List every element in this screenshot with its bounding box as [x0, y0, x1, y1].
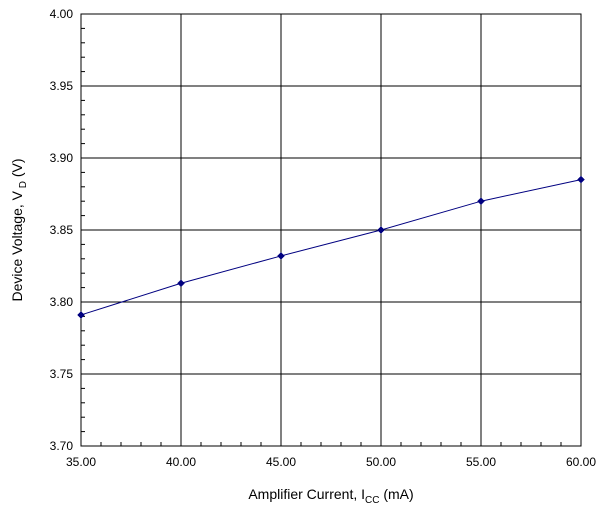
x-tick-label: 55.00: [466, 455, 496, 469]
x-tick-label: 35.00: [66, 455, 96, 469]
series-line: [80, 179, 582, 316]
y-tick-label: 3.85: [50, 223, 74, 237]
data-point: [177, 279, 185, 288]
x-axis-title: Amplifier Current, ICC (mA): [248, 486, 413, 506]
data-point: [377, 226, 385, 234]
y-tick-label: 3.95: [50, 79, 74, 93]
y-tick-label: 3.90: [50, 151, 74, 165]
plot-area: [80, 13, 582, 447]
y-axis-title-unit: (V): [9, 158, 25, 181]
grid: [80, 13, 582, 447]
x-axis-tick-labels: 35.00 40.00 45.00 50.00 55.00 60.00: [66, 455, 596, 469]
x-tick-label: 45.00: [266, 455, 296, 469]
y-axis-title: Device Voltage, V D (V): [9, 158, 29, 301]
x-tick-label: 50.00: [366, 455, 396, 469]
x-axis-title-subscript: CC: [365, 495, 379, 506]
y-axis-tick-labels: 3.70 3.75 3.80 3.85 3.90 3.95 4.00: [50, 7, 74, 453]
x-axis-title-main: Amplifier Current, I: [248, 486, 365, 502]
data-point: [77, 311, 85, 319]
series: [77, 175, 585, 319]
y-axis-title-main: Device Voltage, V: [9, 190, 25, 301]
x-tick-label: 40.00: [166, 455, 196, 469]
data-point: [277, 252, 285, 260]
y-tick-label: 3.70: [50, 439, 74, 453]
y-tick-label: 3.75: [50, 367, 74, 381]
y-tick-label: 3.80: [50, 295, 74, 309]
data-point: [477, 197, 485, 206]
data-point: [577, 175, 585, 184]
y-axis-title-subscript: D: [18, 181, 29, 191]
x-tick-label: 60.00: [566, 455, 596, 469]
x-axis-title-unit: (mA): [379, 486, 413, 502]
y-tick-label: 4.00: [50, 7, 74, 21]
